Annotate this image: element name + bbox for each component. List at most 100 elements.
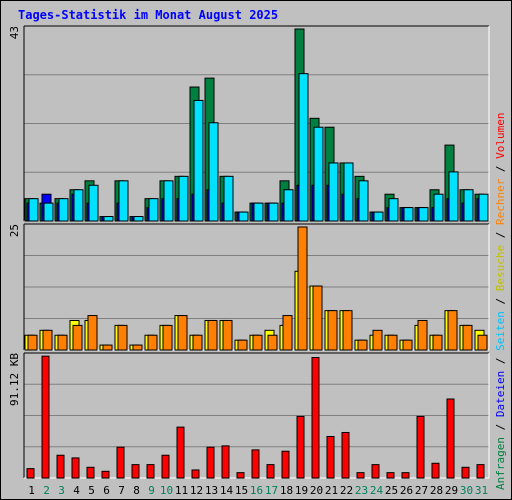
legend-item-9: / <box>494 159 507 179</box>
bar-seiten-day-6 <box>103 216 114 222</box>
day-label-4: 4 <box>73 484 80 497</box>
bar-rechner-day-8 <box>132 344 143 351</box>
bar-volumen-day-6 <box>101 470 110 479</box>
bar-volumen-day-3 <box>56 454 65 479</box>
bar-rechner-day-12 <box>192 334 203 351</box>
day-label-29: 29 <box>445 484 458 497</box>
bar-rechner-day-18 <box>282 315 293 351</box>
day-label-13: 13 <box>205 484 218 497</box>
legend-item-0: Anfragen <box>494 437 507 490</box>
bar-rechner-day-31 <box>477 334 488 351</box>
bar-volumen-day-1 <box>26 468 35 479</box>
day-label-23: 23 <box>355 484 368 497</box>
bar-rechner-day-24 <box>372 329 383 351</box>
bar-seiten-day-9 <box>148 198 159 222</box>
bar-seiten-day-28 <box>433 193 444 222</box>
bar-seiten-day-4 <box>73 189 84 222</box>
day-label-30: 30 <box>460 484 473 497</box>
bar-volumen-day-17 <box>266 464 275 479</box>
day-label-12: 12 <box>190 484 203 497</box>
bar-seiten-day-17 <box>268 202 279 222</box>
day-label-8: 8 <box>133 484 140 497</box>
bar-seiten-day-22 <box>343 162 354 222</box>
bar-volumen-day-19 <box>296 415 305 479</box>
bar-rechner-day-7 <box>117 324 128 351</box>
bar-rechner-day-28 <box>432 334 443 351</box>
bar-rechner-day-6 <box>102 344 113 351</box>
bar-seiten-day-8 <box>133 216 144 222</box>
bar-seiten-day-23 <box>358 180 369 222</box>
day-label-5: 5 <box>88 484 95 497</box>
bar-seiten-day-16 <box>253 202 264 222</box>
bar-volumen-day-16 <box>251 449 260 479</box>
bar-volumen-day-18 <box>281 450 290 479</box>
bar-rechner-day-25 <box>387 334 398 351</box>
bar-seiten-day-27 <box>418 207 429 222</box>
bar-volumen-day-25 <box>386 472 395 479</box>
bar-seiten-day-2 <box>43 202 54 222</box>
legend-item-6: Besuche <box>494 245 507 291</box>
bar-rechner-day-10 <box>162 324 173 351</box>
bar-seiten-day-14 <box>223 175 234 222</box>
day-label-7: 7 <box>118 484 125 497</box>
bar-volumen-day-26 <box>401 472 410 479</box>
bar-rechner-day-27 <box>417 319 428 351</box>
day-label-18: 18 <box>280 484 293 497</box>
legend-item-4: Seiten <box>494 311 507 351</box>
legend-item-3: / <box>494 351 507 371</box>
bar-rechner-day-30 <box>462 324 473 351</box>
bar-rechner-day-20 <box>312 285 323 351</box>
bar-volumen-day-7 <box>116 446 125 479</box>
bar-volumen-day-31 <box>476 464 485 479</box>
bar-rechner-day-17 <box>267 334 278 351</box>
bar-rechner-day-26 <box>402 339 413 351</box>
bar-seiten-day-20 <box>313 126 324 222</box>
bar-rechner-day-2 <box>42 329 53 351</box>
bar-seiten-day-3 <box>58 198 69 222</box>
bar-volumen-day-12 <box>191 469 200 479</box>
bar-volumen-day-9 <box>146 464 155 479</box>
day-label-2: 2 <box>43 484 50 497</box>
bar-seiten-day-29 <box>448 171 459 222</box>
day-label-1: 1 <box>28 484 35 497</box>
bar-volumen-day-14 <box>221 445 230 479</box>
bar-volumen-day-2 <box>41 355 50 479</box>
chart-title: Tages-Statistik im Monat August 2025 <box>18 8 279 22</box>
day-label-27: 27 <box>415 484 428 497</box>
day-label-10: 10 <box>160 484 173 497</box>
bar-volumen-day-22 <box>341 431 350 479</box>
bar-seiten-day-12 <box>193 99 204 222</box>
bar-volumen-day-30 <box>461 466 470 479</box>
bar-seiten-day-31 <box>478 193 489 222</box>
legend-item-10: Volumen <box>494 112 507 158</box>
day-label-15: 15 <box>235 484 248 497</box>
bar-rechner-day-15 <box>237 339 248 351</box>
bar-seiten-day-25 <box>388 198 399 222</box>
bar-seiten-day-7 <box>118 180 129 222</box>
bar-rechner-day-23 <box>357 339 368 351</box>
bar-volumen-day-28 <box>431 462 440 479</box>
bar-volumen-day-10 <box>161 454 170 479</box>
bar-volumen-day-11 <box>176 426 185 479</box>
bar-volumen-day-15 <box>236 472 245 479</box>
bar-rechner-day-11 <box>177 315 188 351</box>
panel-3-ymax-label: 91.12 KB <box>8 353 21 406</box>
bar-volumen-day-8 <box>131 464 140 479</box>
bar-rechner-day-19 <box>297 226 308 351</box>
day-label-22: 22 <box>340 484 353 497</box>
bar-volumen-day-29 <box>446 398 455 479</box>
panel-2-ymax-label: 25 <box>8 224 21 237</box>
bar-volumen-day-20 <box>311 356 320 479</box>
bar-seiten-day-19 <box>298 73 309 222</box>
bar-rechner-day-1 <box>27 334 38 351</box>
day-label-16: 16 <box>250 484 263 497</box>
bar-volumen-day-5 <box>86 466 95 479</box>
day-label-9: 9 <box>148 484 155 497</box>
bar-seiten-day-10 <box>163 180 174 222</box>
bar-volumen-day-23 <box>356 472 365 479</box>
bar-rechner-day-22 <box>342 310 353 351</box>
legend-item-7: / <box>494 225 507 245</box>
bar-seiten-day-13 <box>208 122 219 222</box>
bar-rechner-day-4 <box>72 324 83 351</box>
